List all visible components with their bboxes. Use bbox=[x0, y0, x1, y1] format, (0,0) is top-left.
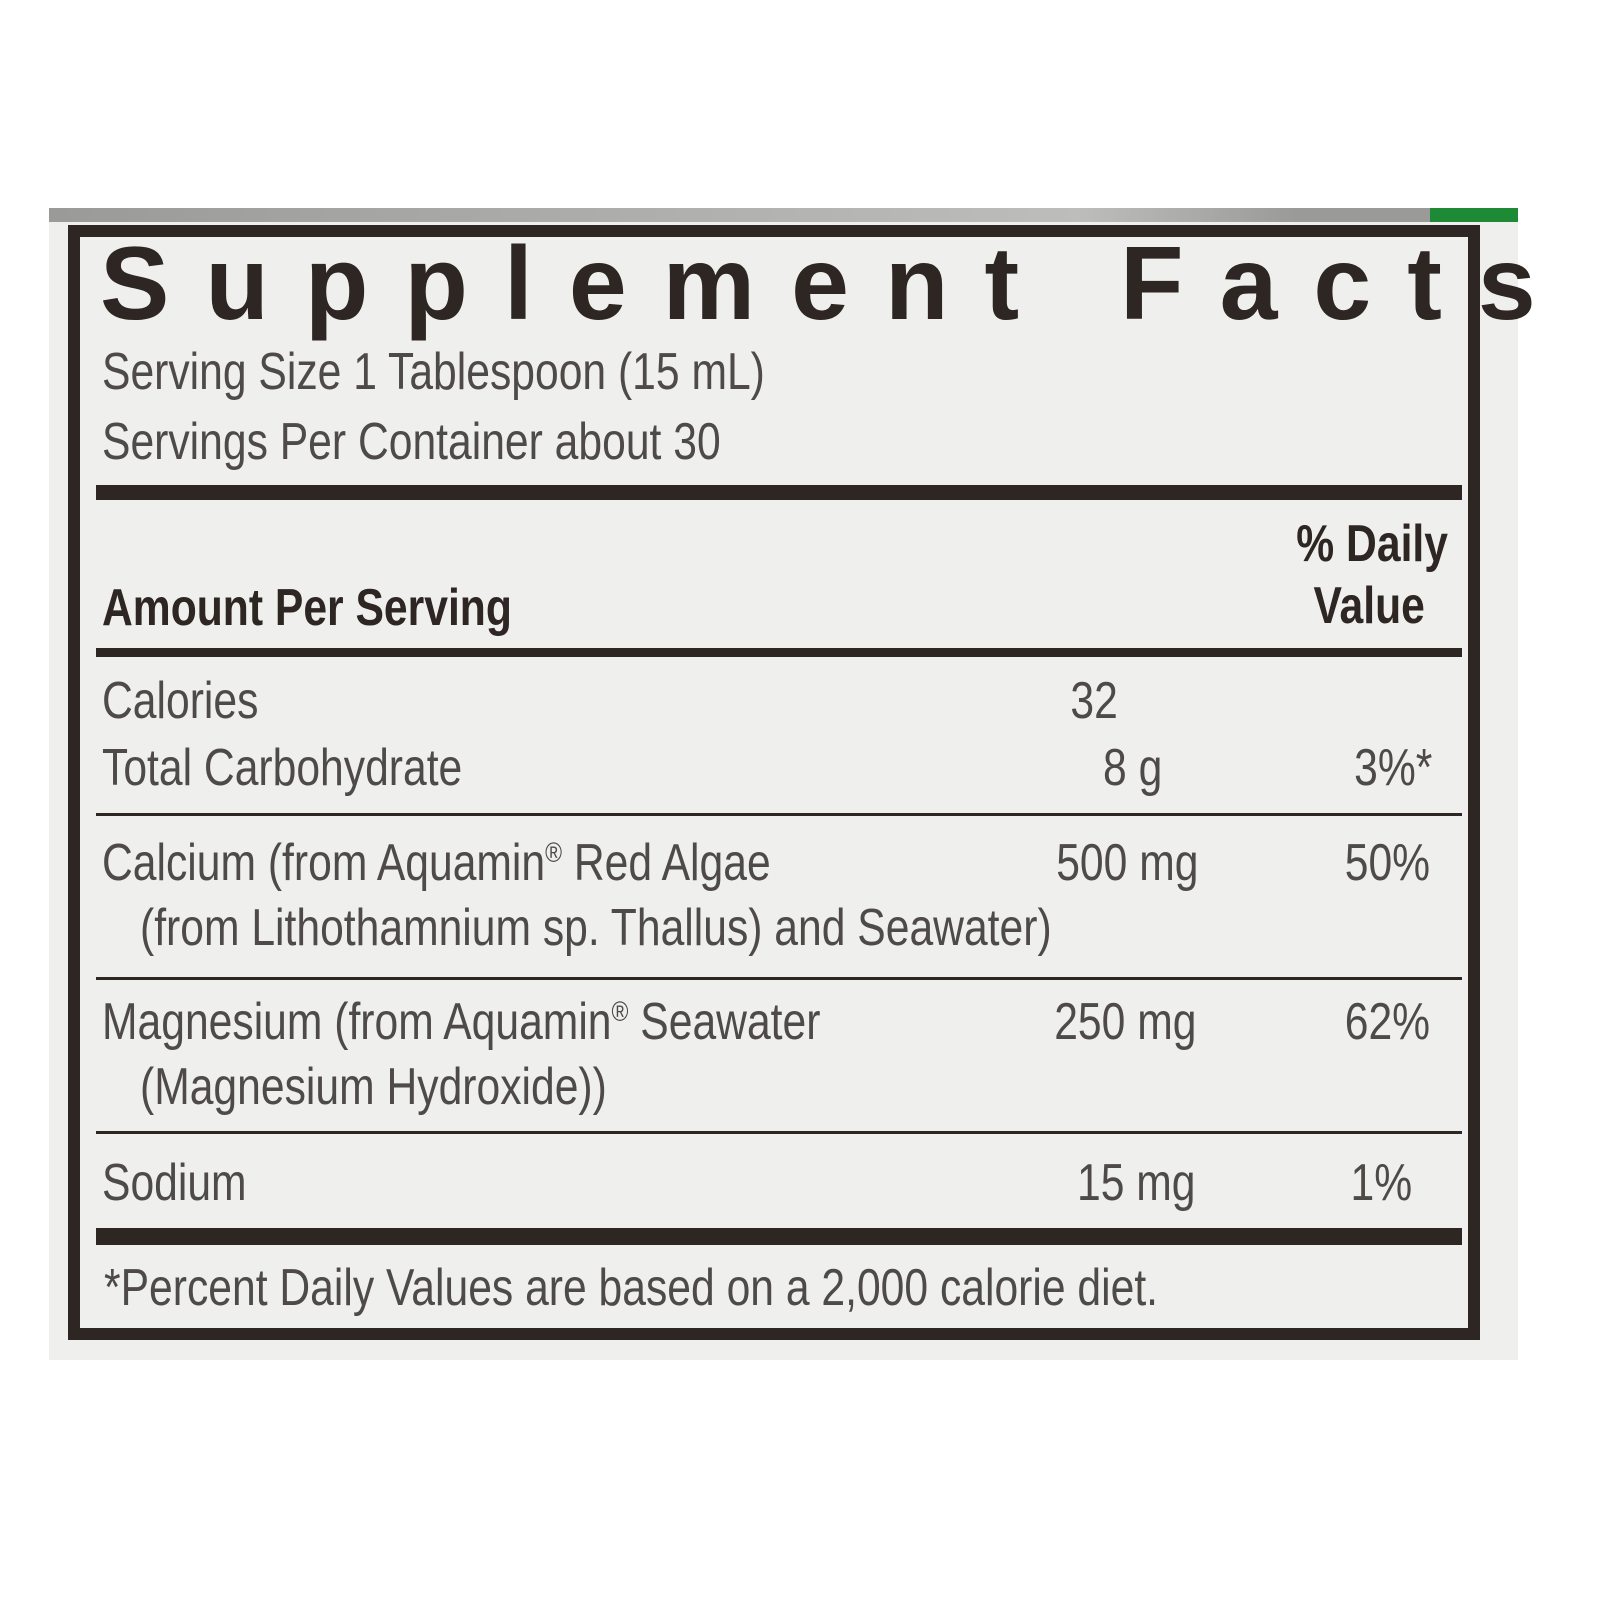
medium-divider bbox=[96, 648, 1462, 657]
thin-divider bbox=[96, 1131, 1462, 1134]
green-packaging-edge bbox=[1430, 208, 1518, 222]
nutrient-name: Calories bbox=[102, 672, 259, 730]
nutrient-amount: 32 bbox=[1070, 672, 1118, 730]
nutrient-amount: 15 mg bbox=[1077, 1154, 1196, 1212]
thick-divider bbox=[96, 485, 1462, 500]
nutrient-source: (from Lithothamnium sp. Thallus) and Sea… bbox=[140, 899, 1052, 957]
nutrient-amount: 8 g bbox=[1102, 739, 1162, 797]
thin-divider bbox=[96, 977, 1462, 980]
footnote: *Percent Daily Values are based on a 2,0… bbox=[104, 1259, 1159, 1317]
nutrient-dv: 3%* bbox=[1353, 739, 1432, 797]
dv-header-line2: Value bbox=[1313, 577, 1425, 635]
nutrient-name: Calcium (from Aquamin® Red Algae bbox=[102, 834, 771, 892]
nutrient-source: (Magnesium Hydroxide)) bbox=[140, 1058, 607, 1116]
title: Supplement Facts bbox=[100, 226, 1572, 342]
nutrient-dv: 62% bbox=[1344, 993, 1430, 1051]
nutrient-dv: 50% bbox=[1344, 834, 1430, 892]
nutrient-name: Sodium bbox=[102, 1154, 247, 1212]
amount-per-serving-header: Amount Per Serving bbox=[102, 579, 512, 637]
nutrient-name: Magnesium (from Aquamin® Seawater bbox=[102, 993, 821, 1051]
serving-size: Serving Size 1 Tablespoon (15 mL) bbox=[102, 343, 765, 401]
nutrient-name: Total Carbohydrate bbox=[102, 739, 463, 797]
supplement-facts-box bbox=[68, 225, 1480, 1340]
thin-divider bbox=[96, 813, 1462, 816]
label-panel bbox=[49, 208, 1518, 1360]
dv-header-line1: % Daily bbox=[1296, 515, 1448, 573]
nutrient-amount: 250 mg bbox=[1053, 993, 1196, 1051]
label-edge bbox=[49, 208, 1518, 222]
thick-divider bbox=[96, 1228, 1462, 1245]
nutrient-amount: 500 mg bbox=[1055, 834, 1198, 892]
servings-per-container: Servings Per Container about 30 bbox=[102, 413, 721, 471]
nutrient-dv: 1% bbox=[1350, 1154, 1412, 1212]
